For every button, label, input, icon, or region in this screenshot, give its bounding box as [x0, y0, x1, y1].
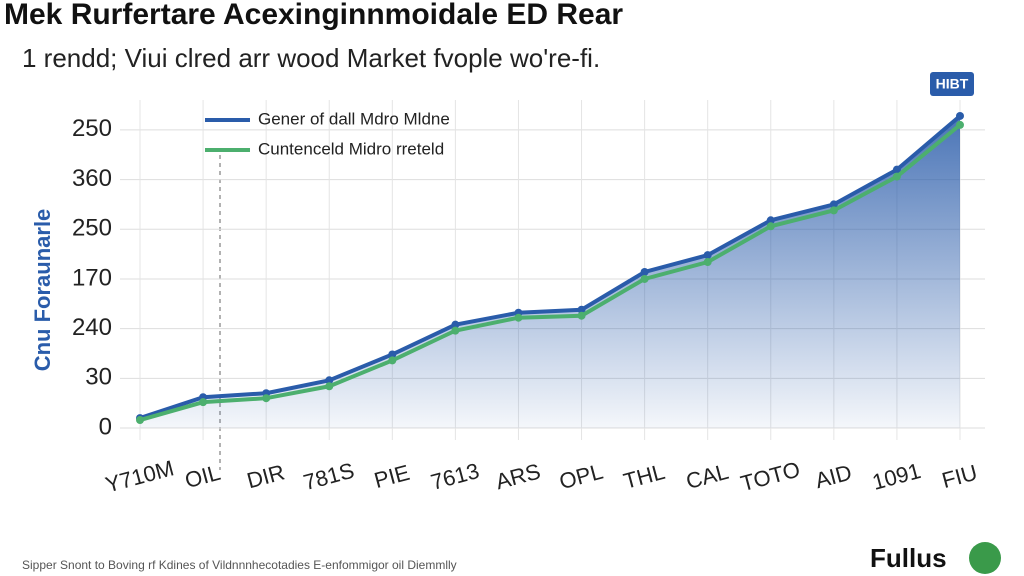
y-tick-label: 250 [72, 115, 112, 142]
point [514, 313, 523, 322]
point [892, 172, 901, 181]
brand: Fullus [870, 543, 947, 573]
point [956, 120, 964, 129]
point [451, 320, 460, 329]
point [703, 258, 712, 267]
point [388, 350, 397, 359]
point [577, 305, 586, 314]
x-tick-label: FIU [939, 460, 980, 493]
y-tick-label: 30 [85, 364, 112, 391]
x-tick-label: 1091 [870, 458, 924, 495]
x-tick-label: ARS [493, 458, 543, 494]
x-tick-label: CAL [683, 459, 731, 494]
point [766, 216, 775, 225]
brand-logo [969, 542, 1001, 574]
series-line [139, 114, 962, 420]
point [136, 416, 144, 425]
point [892, 165, 901, 174]
x-tick-label: DIR [244, 459, 287, 493]
y-tick-label: 250 [72, 215, 112, 242]
chart-subtitle: 1 rendd; Viui clred arr wood Market fvop… [22, 43, 600, 73]
chart-title: Mek Rurfertare Acexinginnmoidale ED Rear [4, 0, 623, 31]
x-tick-label: Y710M [103, 455, 177, 497]
point [199, 398, 208, 407]
x-tick-label: TOTO [738, 456, 803, 496]
y-axis-label: Cnu Foraunarle [30, 209, 55, 372]
point [325, 382, 334, 391]
point [388, 356, 397, 365]
point [829, 200, 838, 209]
point [325, 376, 334, 385]
badge-bg [930, 72, 974, 96]
x-tick-label: AID [812, 460, 854, 494]
area-fill [140, 115, 960, 429]
point [640, 267, 649, 276]
series-line [139, 123, 962, 422]
point [766, 222, 775, 231]
footer: Sipper Snont to Boving rf Kdines of Vild… [22, 558, 457, 572]
y-tick-label: 0 [99, 413, 112, 440]
point [956, 111, 964, 120]
y-tick-label: 360 [72, 165, 112, 192]
legend-label: Gener of dall Mdro Mldne [258, 109, 450, 128]
point [451, 326, 460, 335]
x-tick-label: OIL [182, 460, 223, 493]
legend-label: Cuntenceld Midro rreteld [258, 139, 444, 158]
point [829, 206, 838, 215]
x-tick-label: PIE [372, 460, 413, 493]
point [577, 311, 586, 320]
y-tick-label: 170 [72, 264, 112, 291]
badge: HIBT [936, 76, 969, 92]
x-tick-label: 7613 [428, 458, 482, 495]
x-tick-label: OPL [557, 459, 606, 495]
x-tick-label: THL [621, 459, 668, 494]
point [703, 251, 712, 260]
point [640, 274, 649, 283]
point [262, 394, 271, 403]
y-tick-label: 240 [72, 314, 112, 341]
x-tick-label: 781S [301, 458, 357, 495]
